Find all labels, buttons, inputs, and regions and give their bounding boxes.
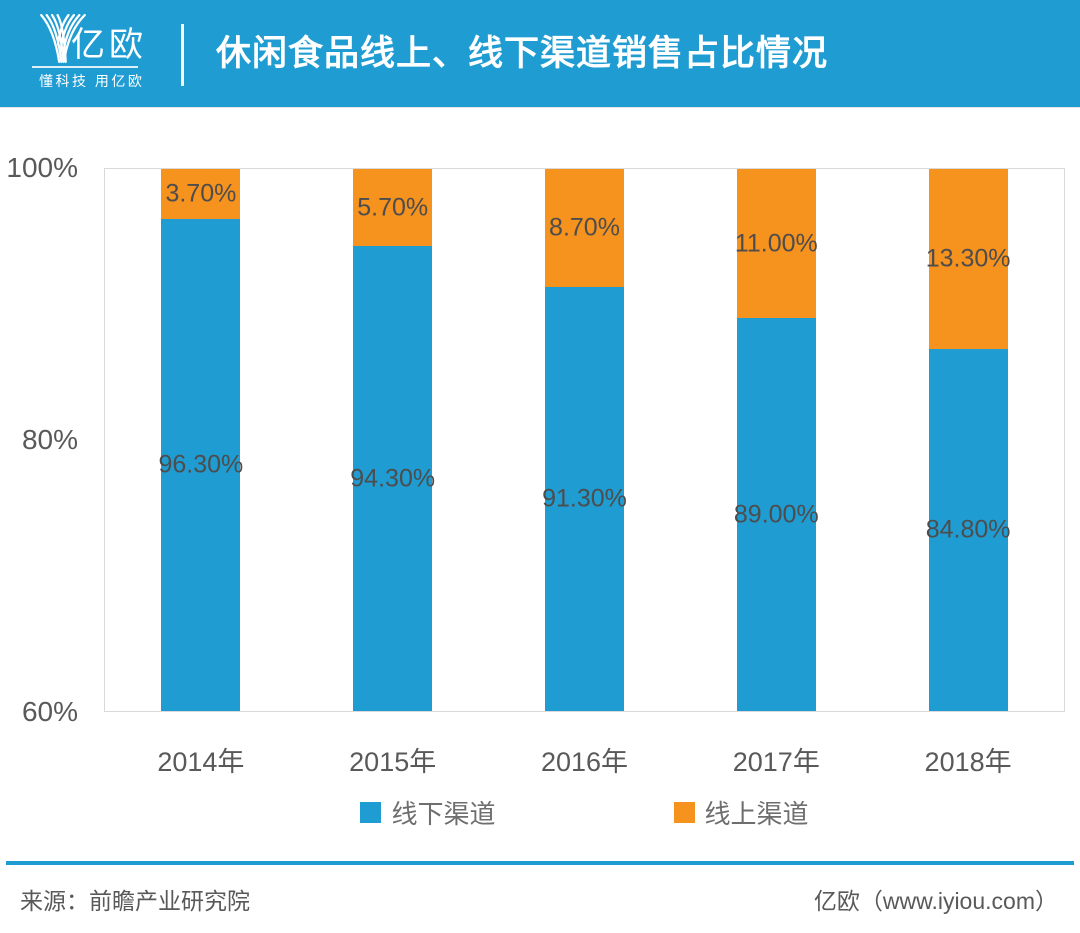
bar-segment-online: 13.30% [926,169,1010,350]
data-label-online: 3.70% [165,179,237,208]
legend-swatch-icon [360,802,382,823]
legend-item-线上渠道: 线上渠道 [673,794,809,831]
data-label-offline: 96.30% [158,450,244,479]
logo-tagline: 懂科技 用亿欧 [39,73,145,89]
data-label-online: 13.30% [925,244,1011,273]
x-tick-label: 2016年 [540,747,629,777]
bar-segment-offline: 89.00% [734,318,819,711]
legend-label: 线上渠道 [704,799,809,829]
bar-segment-online: 5.70% [353,169,433,247]
credit-text: 亿欧（www.iyiou.com） [813,888,1058,914]
bar-segment-online: 8.70% [545,169,624,287]
x-axis: 2014年 2015年 2016年 2017年 2018年 [105,740,1064,777]
y-axis: 100% 80% 60% [0,152,78,727]
stacked-bar-2018年: 13.30% 84.80% [926,169,1010,711]
logo-text: 亿欧 [71,26,147,64]
bar-segment-online: 11.00% [735,169,818,319]
data-label-online: 8.70% [549,213,620,242]
stacked-bar-2015年: 5.70% 94.30% [350,169,435,711]
x-tick-label: 2015年 [349,747,437,777]
legend-label: 线下渠道 [391,799,496,829]
x-tick-label: 2018年 [924,747,1012,777]
legend-swatch-icon [673,802,695,823]
plot-area: 3.70% 96.30% 5.70% 94.30% 8.70% 91.30% 11.00% 8… [104,168,1065,712]
data-label-offline: 89.00% [733,500,819,529]
y-tick-label: 100% [6,152,78,183]
yiou-logo-icon [40,14,86,63]
data-label-offline: 94.30% [350,464,436,493]
bar-segment-offline: 91.30% [542,286,627,711]
legend-item-线下渠道: 线下渠道 [360,794,496,831]
footer-divider [6,861,1074,865]
bar-segment-offline: 96.30% [158,219,243,711]
y-tick-label: 80% [21,424,78,455]
stacked-bar-2014年: 3.70% 96.30% [158,169,243,711]
bar-segment-offline: 84.80% [926,349,1010,711]
source-text: 来源：前瞻产业研究院 [20,888,250,914]
x-tick-label: 2014年 [157,747,245,777]
stacked-bar-2017年: 11.00% 89.00% [734,169,819,711]
data-label-online: 11.00% [734,229,818,258]
logo-divider-line [32,66,138,68]
y-tick-label: 60% [21,696,78,727]
chart-title: 休闲食品线上、线下渠道销售占比情况 [216,34,829,73]
data-label-offline: 84.80% [925,515,1011,544]
data-label-online: 5.70% [357,193,429,222]
stacked-bar-2016年: 8.70% 91.30% [542,169,627,711]
header-vertical-divider [181,24,184,86]
data-label-offline: 91.30% [542,484,627,513]
legend: 线下渠道 线上渠道 [104,794,1065,831]
header-banner: 亿欧 懂科技 用亿欧 休闲食品线上、线下渠道销售占比情况 [0,0,1080,107]
x-tick-label: 2017年 [732,747,820,777]
bar-segment-online: 3.70% [161,169,241,220]
bar-segment-offline: 94.30% [350,246,435,711]
